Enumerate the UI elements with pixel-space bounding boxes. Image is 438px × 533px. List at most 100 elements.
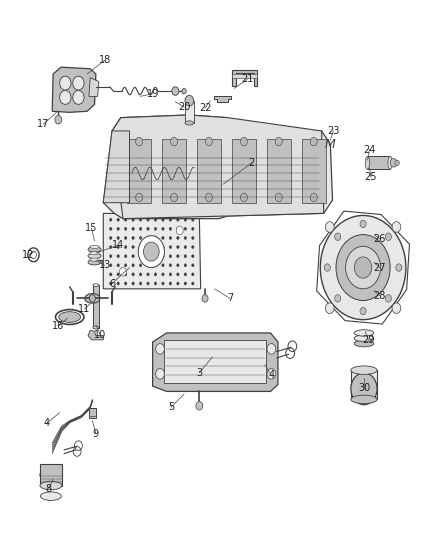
Circle shape	[139, 273, 142, 276]
Circle shape	[240, 193, 247, 201]
Circle shape	[132, 246, 134, 249]
Circle shape	[132, 255, 134, 258]
Circle shape	[191, 255, 194, 258]
Text: 15: 15	[85, 223, 98, 233]
Circle shape	[139, 282, 142, 285]
Circle shape	[60, 91, 71, 104]
Circle shape	[191, 218, 194, 221]
Bar	[40, 464, 62, 486]
Circle shape	[154, 218, 157, 221]
Circle shape	[132, 227, 134, 230]
Circle shape	[336, 235, 390, 301]
Circle shape	[170, 138, 177, 146]
Circle shape	[184, 227, 187, 230]
Polygon shape	[232, 139, 256, 203]
Circle shape	[169, 246, 172, 249]
Ellipse shape	[59, 312, 81, 322]
Circle shape	[154, 227, 157, 230]
Text: 27: 27	[374, 263, 386, 272]
Text: 22: 22	[199, 103, 211, 113]
Circle shape	[147, 282, 149, 285]
Ellipse shape	[93, 284, 99, 286]
Text: 29: 29	[362, 335, 374, 345]
Ellipse shape	[351, 366, 377, 374]
Ellipse shape	[351, 395, 377, 403]
Circle shape	[385, 233, 392, 240]
Circle shape	[162, 255, 164, 258]
Text: 12: 12	[22, 250, 35, 260]
Circle shape	[184, 246, 187, 249]
Circle shape	[147, 255, 149, 258]
Circle shape	[132, 218, 134, 221]
Circle shape	[162, 246, 164, 249]
Circle shape	[177, 273, 179, 276]
Text: 18: 18	[99, 55, 111, 65]
Text: 17: 17	[37, 119, 49, 129]
Text: 8: 8	[46, 484, 52, 494]
Circle shape	[185, 95, 194, 106]
Circle shape	[310, 138, 317, 146]
Circle shape	[124, 282, 127, 285]
Text: 11: 11	[78, 304, 91, 314]
Circle shape	[267, 368, 276, 379]
Ellipse shape	[93, 326, 99, 329]
Circle shape	[124, 246, 127, 249]
Circle shape	[276, 138, 283, 146]
Polygon shape	[267, 139, 291, 203]
Ellipse shape	[89, 295, 95, 302]
Polygon shape	[103, 131, 130, 203]
Bar	[351, 370, 377, 399]
Circle shape	[169, 264, 172, 267]
Circle shape	[110, 246, 112, 249]
Circle shape	[169, 255, 172, 258]
Text: 16: 16	[52, 321, 64, 331]
Circle shape	[184, 236, 187, 239]
Circle shape	[176, 226, 183, 235]
Circle shape	[320, 215, 406, 320]
Text: 30: 30	[358, 383, 370, 393]
Polygon shape	[164, 340, 266, 383]
Circle shape	[117, 218, 120, 221]
Circle shape	[162, 264, 164, 267]
Polygon shape	[52, 67, 96, 112]
Circle shape	[346, 246, 381, 289]
Circle shape	[196, 401, 203, 410]
Circle shape	[177, 264, 179, 267]
Circle shape	[177, 236, 179, 239]
Circle shape	[177, 218, 179, 221]
Circle shape	[351, 373, 377, 405]
Circle shape	[360, 220, 366, 228]
Circle shape	[110, 282, 112, 285]
Text: 13: 13	[99, 261, 111, 270]
Circle shape	[136, 193, 143, 201]
Circle shape	[172, 87, 179, 95]
Circle shape	[139, 218, 142, 221]
Circle shape	[154, 282, 157, 285]
Circle shape	[354, 257, 372, 278]
Text: 4: 4	[43, 418, 49, 429]
Circle shape	[276, 193, 283, 201]
Circle shape	[184, 273, 187, 276]
Circle shape	[205, 193, 212, 201]
Circle shape	[395, 160, 399, 165]
Circle shape	[310, 193, 317, 201]
Ellipse shape	[90, 258, 99, 261]
Circle shape	[170, 193, 177, 201]
Circle shape	[169, 227, 172, 230]
Circle shape	[325, 303, 334, 313]
Circle shape	[162, 282, 164, 285]
Polygon shape	[214, 96, 231, 102]
Circle shape	[124, 264, 127, 267]
Ellipse shape	[365, 157, 370, 169]
Circle shape	[117, 227, 120, 230]
Text: 2: 2	[249, 158, 255, 168]
Circle shape	[147, 218, 149, 221]
Circle shape	[144, 242, 159, 261]
Bar	[232, 74, 258, 78]
Circle shape	[132, 264, 134, 267]
Circle shape	[162, 227, 164, 230]
Circle shape	[184, 264, 187, 267]
Circle shape	[240, 138, 247, 146]
Circle shape	[396, 264, 402, 271]
Text: 20: 20	[178, 102, 190, 112]
